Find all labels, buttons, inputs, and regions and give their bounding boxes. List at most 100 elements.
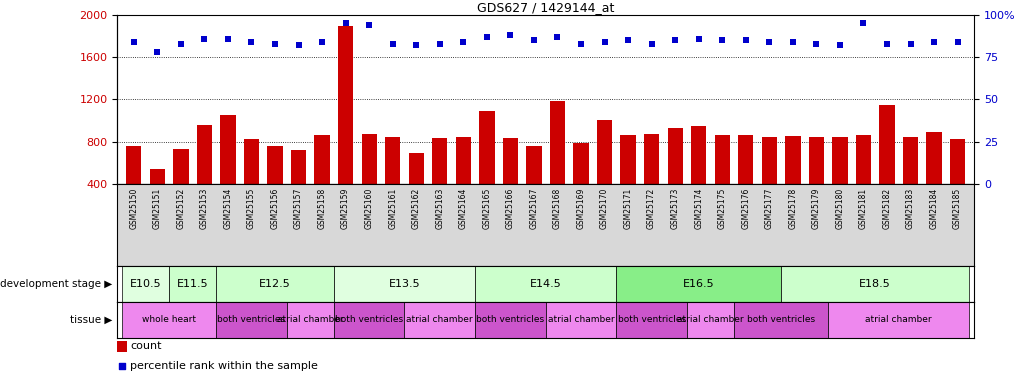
- Point: [219, 36, 235, 42]
- Text: GSM25156: GSM25156: [270, 188, 279, 229]
- Point: [925, 39, 942, 45]
- Text: development stage ▶: development stage ▶: [0, 279, 112, 289]
- Text: E18.5: E18.5: [859, 279, 891, 289]
- Point: [384, 40, 400, 46]
- Point: [643, 40, 659, 46]
- Text: GSM25167: GSM25167: [529, 188, 538, 229]
- Bar: [150, 169, 165, 226]
- Point: [807, 40, 823, 46]
- Bar: [314, 135, 329, 226]
- Text: GSM25161: GSM25161: [388, 188, 396, 229]
- Bar: [267, 146, 282, 226]
- Point: [478, 34, 494, 40]
- Bar: [878, 105, 894, 226]
- Text: GSM25165: GSM25165: [482, 188, 491, 229]
- Bar: [596, 120, 611, 226]
- Text: atrial chamber: atrial chamber: [277, 315, 343, 324]
- Text: GSM25162: GSM25162: [412, 188, 420, 229]
- Text: both ventricles: both ventricles: [746, 315, 814, 324]
- Point: [878, 40, 895, 46]
- Bar: [615, 302, 686, 338]
- Bar: [173, 149, 189, 226]
- Point: [314, 39, 330, 45]
- Text: GSM25157: GSM25157: [293, 188, 303, 229]
- Bar: [333, 302, 405, 338]
- Bar: [409, 153, 424, 226]
- Bar: [781, 266, 968, 302]
- Bar: [643, 134, 658, 226]
- Point: [196, 36, 212, 42]
- Text: E12.5: E12.5: [259, 279, 290, 289]
- Text: GSM25158: GSM25158: [317, 188, 326, 229]
- Bar: [666, 128, 682, 226]
- Point: [172, 40, 189, 46]
- Bar: [855, 135, 870, 226]
- Text: GSM25182: GSM25182: [881, 188, 891, 229]
- Point: [501, 32, 518, 38]
- Point: [760, 39, 776, 45]
- Bar: [216, 266, 333, 302]
- Point: [361, 22, 377, 28]
- Bar: [244, 140, 259, 226]
- Text: both ventricles: both ventricles: [217, 315, 285, 324]
- Text: GSM25184: GSM25184: [928, 188, 937, 229]
- Text: GSM25155: GSM25155: [247, 188, 256, 229]
- Bar: [475, 302, 545, 338]
- Text: GSM25170: GSM25170: [599, 188, 608, 229]
- Text: GSM25164: GSM25164: [459, 188, 468, 229]
- Text: percentile rank within the sample: percentile rank within the sample: [130, 361, 318, 370]
- Bar: [573, 142, 588, 226]
- Bar: [545, 302, 615, 338]
- Point: [830, 42, 847, 48]
- Bar: [502, 138, 518, 226]
- Text: GSM25175: GSM25175: [717, 188, 726, 229]
- Point: [114, 363, 130, 369]
- Bar: [405, 302, 475, 338]
- Text: GSM25178: GSM25178: [788, 188, 797, 229]
- Text: GSM25151: GSM25151: [153, 188, 162, 229]
- Text: GSM25185: GSM25185: [952, 188, 961, 229]
- Point: [596, 39, 612, 45]
- Bar: [455, 137, 471, 226]
- Bar: [949, 140, 964, 226]
- Bar: [526, 146, 541, 226]
- Bar: [117, 340, 126, 352]
- Text: GSM25174: GSM25174: [694, 188, 702, 229]
- Text: GSM25169: GSM25169: [576, 188, 585, 229]
- Point: [737, 37, 753, 43]
- Point: [267, 40, 283, 46]
- Bar: [475, 266, 615, 302]
- Point: [244, 39, 260, 45]
- Text: tissue ▶: tissue ▶: [69, 315, 112, 325]
- Text: atrial chamber: atrial chamber: [547, 315, 613, 324]
- Bar: [714, 135, 730, 226]
- Bar: [785, 136, 800, 226]
- Text: GSM25180: GSM25180: [835, 188, 844, 229]
- Bar: [216, 302, 286, 338]
- Text: atrial chamber: atrial chamber: [864, 315, 931, 324]
- Text: GSM25152: GSM25152: [176, 188, 185, 229]
- Bar: [197, 124, 212, 226]
- Bar: [122, 302, 216, 338]
- Text: count: count: [130, 341, 161, 351]
- Point: [549, 34, 566, 40]
- Text: GSM25183: GSM25183: [905, 188, 914, 229]
- Point: [949, 39, 965, 45]
- Text: GSM25153: GSM25153: [200, 188, 209, 229]
- Bar: [808, 137, 823, 226]
- Point: [337, 20, 354, 26]
- Point: [690, 36, 706, 42]
- Point: [290, 42, 307, 48]
- Bar: [690, 126, 705, 226]
- Point: [666, 37, 683, 43]
- Text: E16.5: E16.5: [682, 279, 714, 289]
- Bar: [620, 135, 635, 226]
- Text: whole heart: whole heart: [142, 315, 196, 324]
- Text: E11.5: E11.5: [176, 279, 208, 289]
- Point: [855, 20, 871, 26]
- Text: both ventricles: both ventricles: [616, 315, 685, 324]
- Bar: [220, 115, 235, 226]
- Text: both ventricles: both ventricles: [335, 315, 403, 324]
- Text: GSM25154: GSM25154: [223, 188, 232, 229]
- Text: GSM25160: GSM25160: [365, 188, 373, 229]
